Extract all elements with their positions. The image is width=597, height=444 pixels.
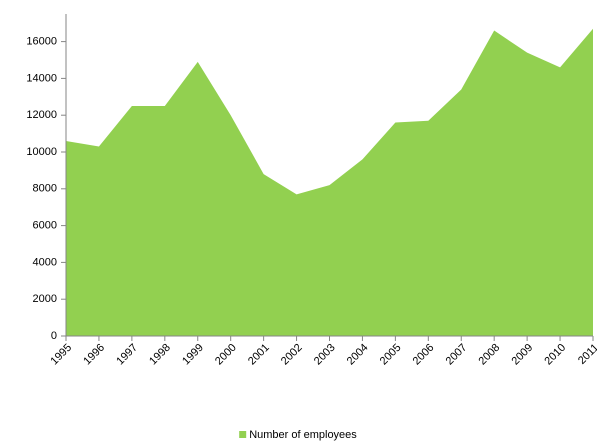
x-tick-label: 2000 bbox=[213, 342, 239, 368]
legend: Number of employees bbox=[239, 429, 357, 441]
y-tick-label: 8000 bbox=[33, 183, 57, 195]
y-tick-label: 12000 bbox=[26, 109, 57, 121]
x-tick-label: 2003 bbox=[312, 342, 338, 368]
x-tick-label: 2007 bbox=[444, 342, 470, 368]
x-tick-label: 1997 bbox=[114, 342, 140, 368]
area bbox=[66, 28, 593, 336]
x-tick-label: 2001 bbox=[246, 342, 272, 368]
x-tick-label: 1998 bbox=[147, 342, 173, 368]
legend-label: Number of employees bbox=[249, 429, 357, 441]
x-tick-label: 1999 bbox=[180, 342, 206, 368]
x-tick-label: 2004 bbox=[345, 342, 371, 368]
x-tick-label: 2006 bbox=[411, 342, 437, 368]
y-tick-label: 2000 bbox=[33, 293, 57, 305]
x-tick-label: 1996 bbox=[81, 342, 107, 368]
y-tick-label: 10000 bbox=[26, 146, 57, 158]
y-tick-label: 14000 bbox=[26, 72, 57, 84]
y-tick-label: 4000 bbox=[33, 256, 57, 268]
x-tick-label: 2002 bbox=[279, 342, 305, 368]
x-tick-label: 2005 bbox=[378, 342, 404, 368]
x-tick-label: 2009 bbox=[510, 342, 536, 368]
y-tick-label: 16000 bbox=[26, 36, 57, 48]
x-tick-label: 2008 bbox=[477, 342, 503, 368]
x-tick-label: 2011 bbox=[576, 342, 597, 367]
x-tick-label: 2010 bbox=[542, 342, 568, 368]
x-tick-label: 1995 bbox=[48, 342, 74, 368]
y-tick-label: 0 bbox=[51, 330, 57, 342]
legend-swatch bbox=[239, 431, 247, 438]
y-tick-label: 6000 bbox=[33, 220, 57, 232]
